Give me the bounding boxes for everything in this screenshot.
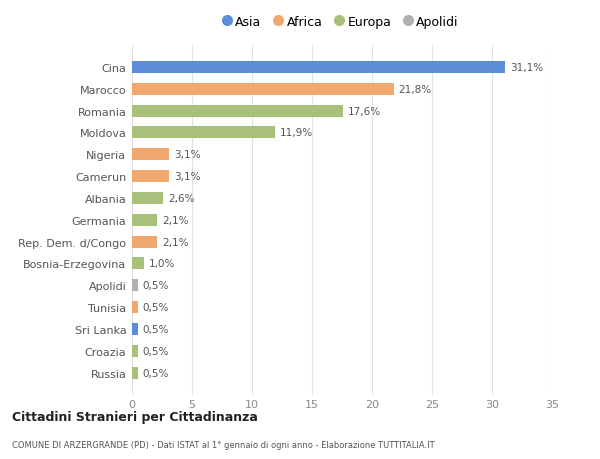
Bar [132, 323, 138, 335]
Bar [132, 84, 394, 95]
Text: 0,5%: 0,5% [143, 346, 169, 356]
Text: 0,5%: 0,5% [143, 325, 169, 334]
Text: 17,6%: 17,6% [348, 106, 381, 116]
Text: COMUNE DI ARZERGRANDE (PD) - Dati ISTAT al 1° gennaio di ogni anno - Elaborazion: COMUNE DI ARZERGRANDE (PD) - Dati ISTAT … [12, 441, 434, 449]
Text: 31,1%: 31,1% [510, 63, 543, 73]
Legend: Asia, Africa, Europa, Apolidi: Asia, Africa, Europa, Apolidi [221, 12, 463, 33]
Bar [132, 214, 157, 226]
Text: 1,0%: 1,0% [149, 259, 175, 269]
Text: 3,1%: 3,1% [174, 150, 200, 160]
Text: Cittadini Stranieri per Cittadinanza: Cittadini Stranieri per Cittadinanza [12, 410, 258, 423]
Text: 3,1%: 3,1% [174, 172, 200, 182]
Text: 2,1%: 2,1% [162, 237, 188, 247]
Bar [132, 345, 138, 357]
Text: 21,8%: 21,8% [398, 84, 431, 95]
Bar [132, 127, 275, 139]
Bar [132, 149, 169, 161]
Bar [132, 302, 138, 313]
Bar [132, 171, 169, 183]
Text: 11,9%: 11,9% [280, 128, 313, 138]
Text: 0,5%: 0,5% [143, 368, 169, 378]
Text: 2,1%: 2,1% [162, 215, 188, 225]
Bar [132, 280, 138, 292]
Text: 2,6%: 2,6% [168, 194, 194, 203]
Bar [132, 192, 163, 205]
Bar [132, 367, 138, 379]
Bar [132, 106, 343, 118]
Text: 0,5%: 0,5% [143, 281, 169, 291]
Text: 0,5%: 0,5% [143, 302, 169, 313]
Bar [132, 258, 144, 270]
Bar [132, 236, 157, 248]
Bar [132, 62, 505, 74]
